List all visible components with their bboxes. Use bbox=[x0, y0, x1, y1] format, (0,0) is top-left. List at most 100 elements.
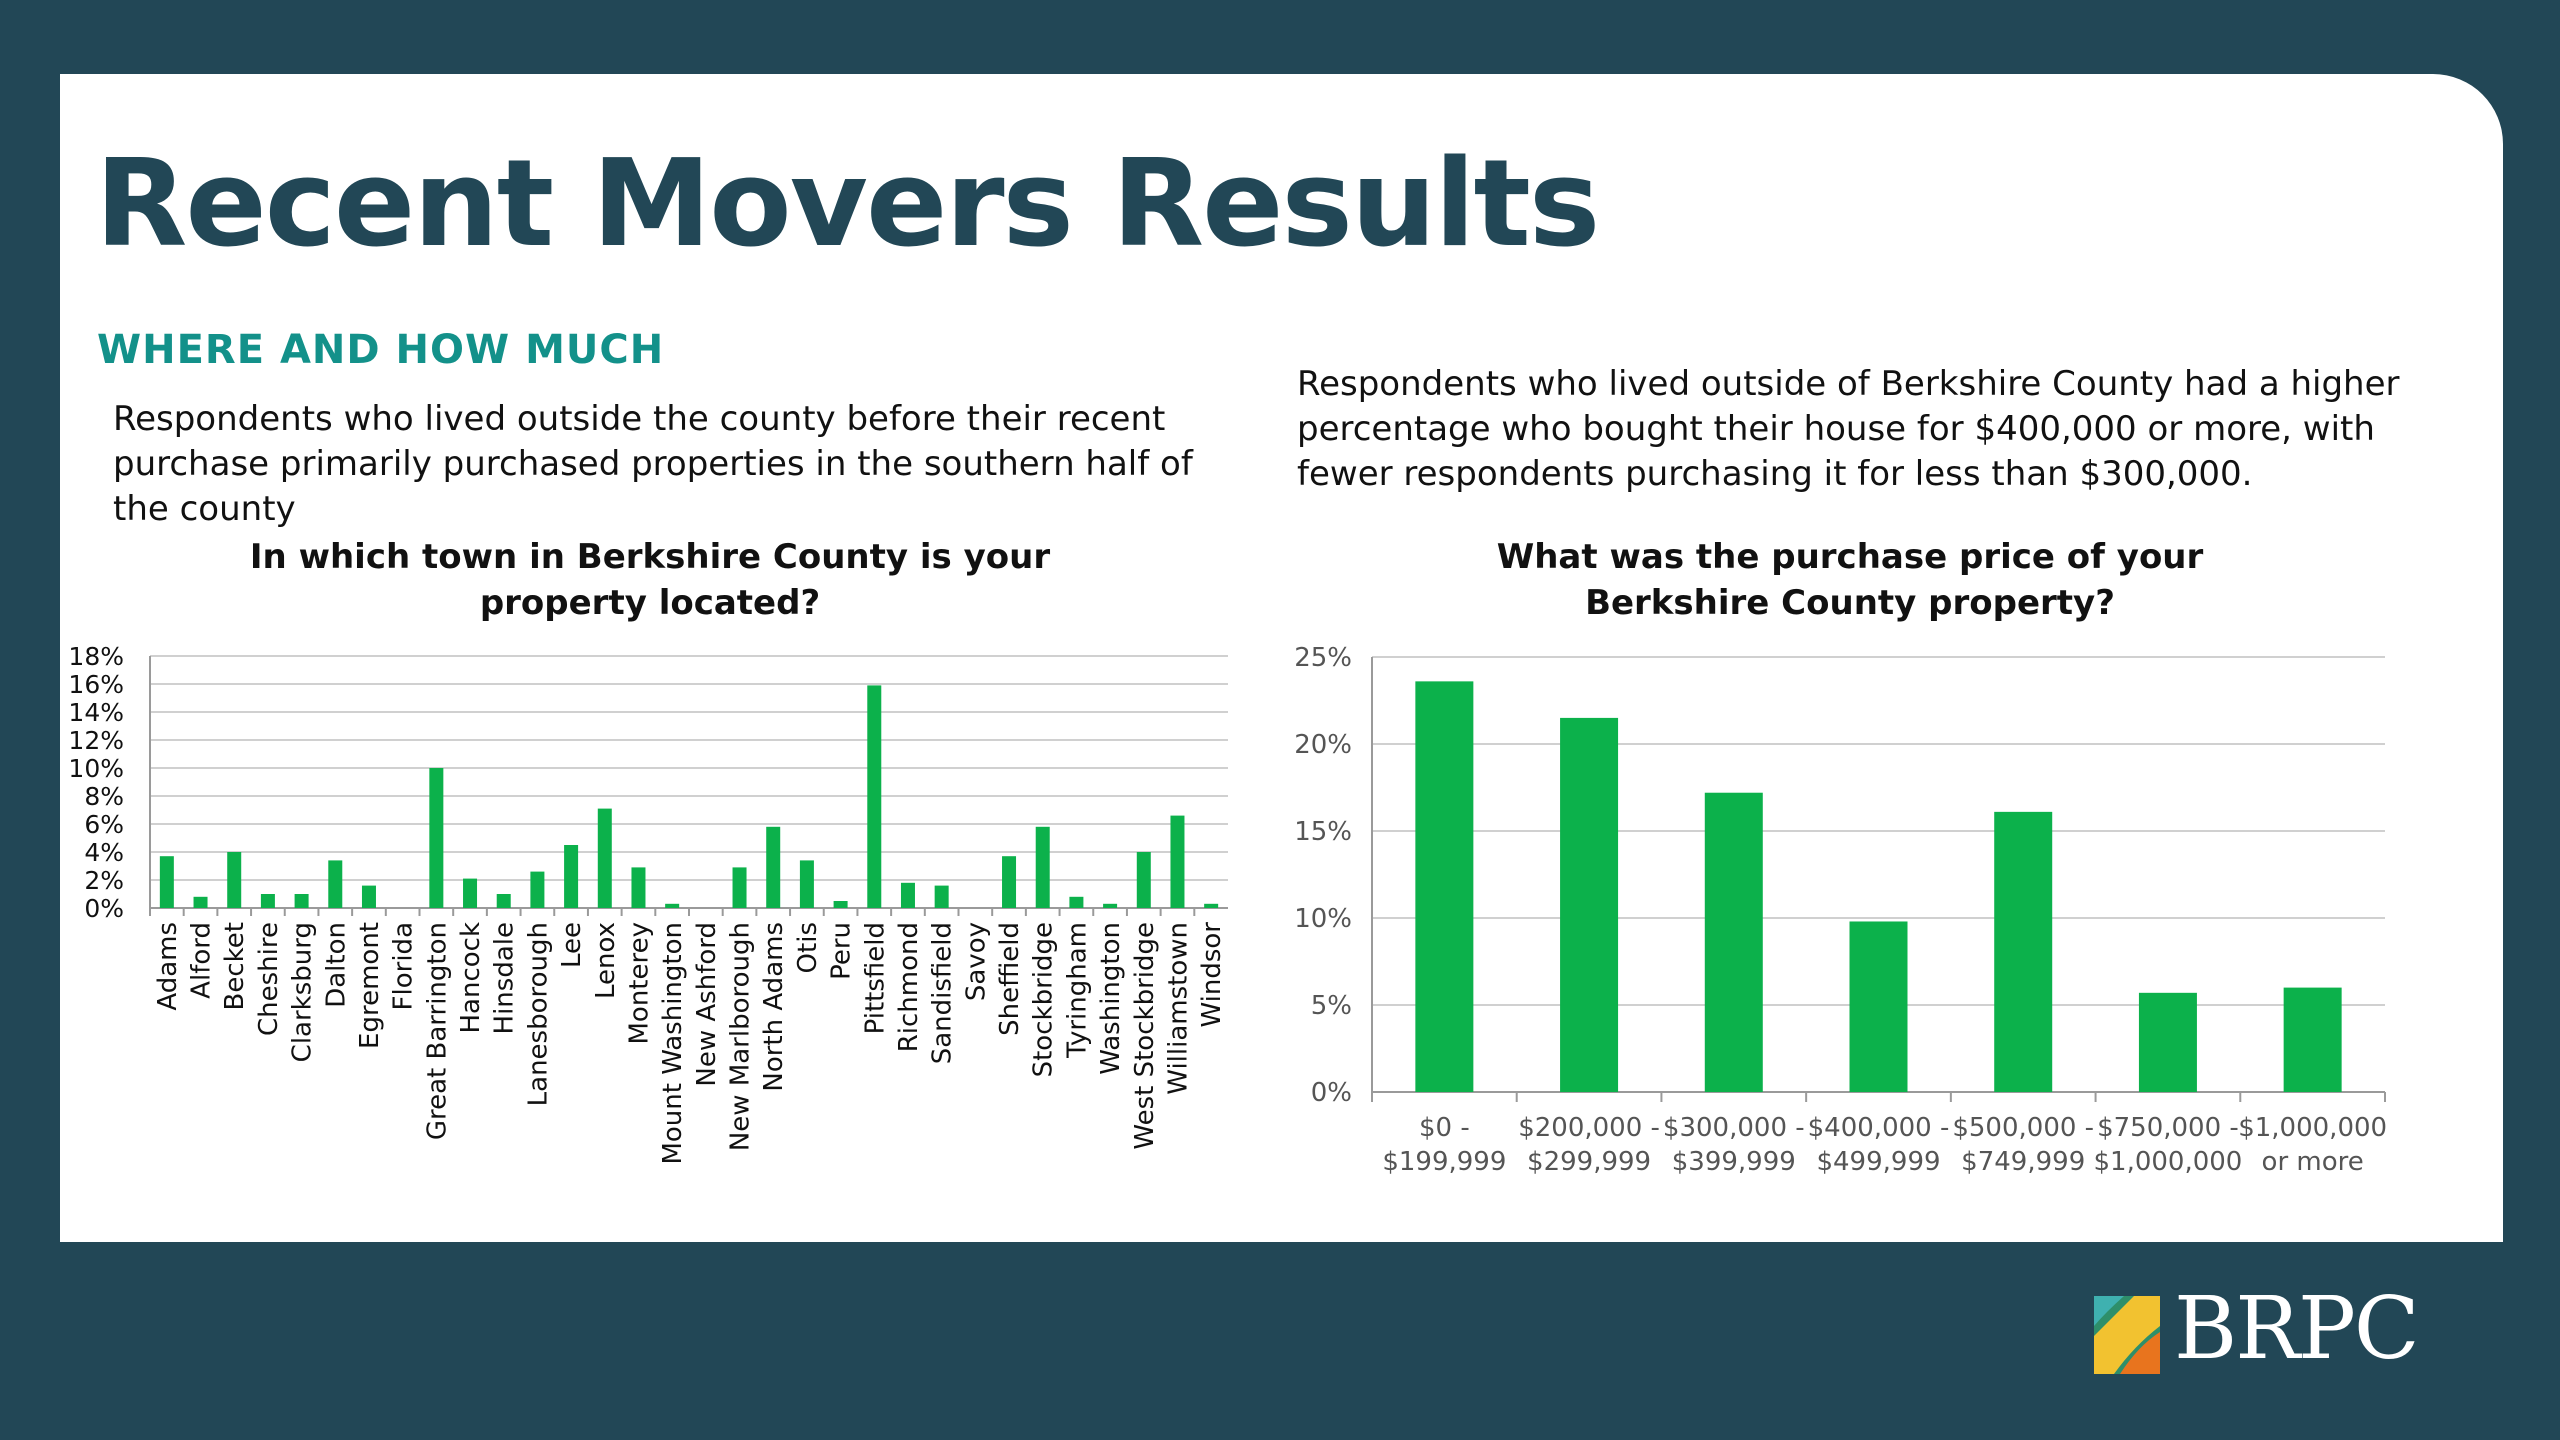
town-x-tick-label: Clarksburg bbox=[288, 922, 318, 1062]
town-x-tick-label: Savoy bbox=[961, 922, 991, 1001]
town-y-tick-label: 2% bbox=[84, 866, 124, 895]
section-subheading: WHERE AND HOW MUCH bbox=[97, 327, 665, 373]
town-x-tick-label: Tyringham bbox=[1062, 922, 1092, 1059]
town-x-tick-label: Cheshire bbox=[254, 922, 284, 1036]
town-x-tick-label: West Stockbridge bbox=[1130, 922, 1160, 1150]
price-chart: 0% 5% 10% 15% 20% 25% $0 - $199,999 $200,000 - $2… bbox=[1294, 643, 2387, 1177]
town-x-tick-label: North Adams bbox=[759, 922, 789, 1092]
town-bar bbox=[328, 860, 343, 908]
town-bar bbox=[1035, 826, 1050, 908]
price-y-tick-label: 20% bbox=[1294, 730, 1352, 760]
town-x-tick-label: Becket bbox=[220, 922, 250, 1010]
town-bar bbox=[159, 856, 174, 908]
town-bar bbox=[665, 903, 680, 908]
price-chart-title: What was the purchase price of your Berk… bbox=[1496, 537, 2204, 623]
town-bar bbox=[1136, 852, 1151, 908]
town-bar bbox=[193, 896, 208, 908]
town-y-tick-label: 14% bbox=[68, 698, 124, 727]
price-y-tick-label: 25% bbox=[1294, 643, 1352, 673]
town-x-tick-label: Sandisfield bbox=[928, 922, 958, 1064]
town-y-tick-label: 0% bbox=[84, 894, 124, 923]
town-x-tick-label: Stockbridge bbox=[1029, 922, 1059, 1077]
brpc-logo-mark-icon bbox=[2094, 1296, 2160, 1374]
brpc-logo-text: BRPC bbox=[2174, 1279, 2420, 1379]
town-x-tick-label: Williamstown bbox=[1163, 922, 1193, 1095]
brpc-logo: BRPC bbox=[2094, 1286, 2454, 1382]
price-x-tick-label: $399,999 bbox=[1672, 1147, 1796, 1177]
page-title: Recent Movers Results bbox=[95, 135, 1600, 274]
town-bar bbox=[1103, 903, 1118, 908]
town-bar bbox=[294, 894, 309, 908]
town-bar bbox=[1002, 856, 1017, 908]
price-x-tick-label: $300,000 - bbox=[1663, 1113, 1805, 1143]
town-bar bbox=[1069, 896, 1084, 908]
town-bar bbox=[361, 885, 376, 908]
price-x-tick-label: $0 - bbox=[1419, 1113, 1470, 1143]
town-bar bbox=[530, 871, 545, 908]
town-y-tick-label: 6% bbox=[84, 810, 124, 839]
town-bar bbox=[867, 685, 882, 908]
price-bar bbox=[1560, 717, 1619, 1092]
town-y-tick-label: 12% bbox=[68, 726, 124, 755]
town-x-tick-label: New Ashford bbox=[692, 922, 722, 1087]
town-x-tick-label: New Marlborough bbox=[726, 922, 756, 1151]
price-x-tick-label: $1,000,000 bbox=[2093, 1147, 2242, 1177]
town-x-tick-label: Richmond bbox=[894, 922, 924, 1052]
town-x-tick-label: Hancock bbox=[456, 922, 486, 1034]
town-x-tick-label: Sheffield bbox=[995, 922, 1025, 1036]
town-chart: 0%2%4%6%8%10%12%14%16%18% Adams Alford Beck… bbox=[68, 642, 1228, 1165]
left-description: Respondents who lived outside the county… bbox=[113, 399, 1193, 529]
town-x-tick-label: Dalton bbox=[321, 922, 351, 1008]
town-bar bbox=[1170, 815, 1185, 908]
price-bar bbox=[1994, 811, 2053, 1092]
town-bar bbox=[631, 867, 646, 908]
price-x-tick-label: $750,000 - bbox=[2097, 1113, 2239, 1143]
town-y-tick-label: 8% bbox=[84, 782, 124, 811]
price-y-tick-label: 15% bbox=[1294, 817, 1352, 847]
price-x-tick-label: $400,000 - bbox=[1808, 1113, 1950, 1143]
town-x-tick-label: Florida bbox=[389, 922, 419, 1010]
town-bar bbox=[1204, 903, 1219, 908]
price-bar bbox=[1704, 792, 1763, 1092]
town-x-tick-label: Alford bbox=[187, 922, 217, 999]
town-bar bbox=[732, 867, 747, 908]
town-chart-title: In which town in Berkshire County is you… bbox=[249, 537, 1051, 623]
price-bar bbox=[2283, 987, 2342, 1092]
town-x-tick-label: Monterey bbox=[624, 922, 654, 1045]
town-bar bbox=[833, 901, 848, 908]
price-bar bbox=[2138, 992, 2197, 1092]
price-x-tick-label: $499,999 bbox=[1816, 1147, 1940, 1177]
price-x-tick-label: or more bbox=[2262, 1147, 2364, 1177]
town-bar bbox=[463, 878, 478, 908]
town-x-tick-label: Peru bbox=[827, 922, 857, 980]
town-y-tick-label: 18% bbox=[68, 642, 124, 671]
price-y-tick-label: 5% bbox=[1311, 991, 1352, 1021]
town-x-tick-label: Egremont bbox=[355, 922, 385, 1049]
price-x-tick-label: $500,000 - bbox=[1952, 1113, 2094, 1143]
town-x-tick-label: Great Barrington bbox=[422, 922, 452, 1140]
price-x-tick-label: $749,999 bbox=[1961, 1147, 2085, 1177]
town-bar bbox=[900, 882, 915, 908]
town-x-tick-label: Hinsdale bbox=[490, 922, 520, 1034]
price-y-tick-label: 10% bbox=[1294, 904, 1352, 934]
price-bar bbox=[1849, 921, 1908, 1092]
price-bar bbox=[1415, 681, 1474, 1092]
right-description: Respondents who lived outside of Berkshi… bbox=[1297, 364, 2400, 494]
town-x-tick-label: Windsor bbox=[1197, 922, 1227, 1028]
town-y-tick-label: 16% bbox=[68, 670, 124, 699]
town-bar bbox=[496, 894, 511, 908]
town-y-tick-label: 10% bbox=[68, 754, 124, 783]
town-bar bbox=[429, 768, 444, 908]
town-bar bbox=[597, 808, 612, 908]
town-x-tick-label: Lenox bbox=[591, 922, 621, 999]
town-bar bbox=[799, 860, 814, 908]
town-bar bbox=[227, 852, 242, 908]
town-x-tick-label: Adams bbox=[153, 922, 183, 1011]
town-x-tick-label: Washington bbox=[1096, 922, 1126, 1075]
town-bar bbox=[564, 845, 579, 908]
town-bar bbox=[934, 885, 949, 908]
town-x-tick-label: Pittsfield bbox=[860, 922, 890, 1034]
town-bar bbox=[260, 894, 275, 908]
price-y-tick-label: 0% bbox=[1311, 1078, 1352, 1108]
